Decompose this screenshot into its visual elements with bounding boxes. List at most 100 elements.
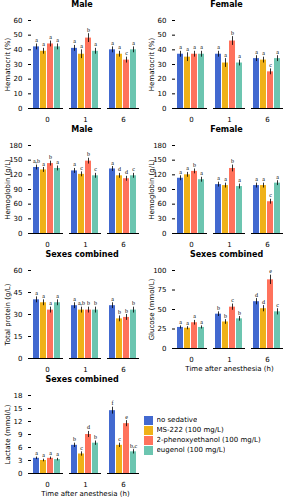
svg-text:c: c bbox=[125, 50, 128, 56]
svg-text:b: b bbox=[118, 309, 121, 315]
svg-text:0: 0 bbox=[162, 105, 166, 113]
svg-text:b: b bbox=[132, 300, 135, 306]
svg-text:b: b bbox=[193, 162, 196, 168]
svg-text:a: a bbox=[35, 290, 38, 296]
svg-text:Total protein (g/L): Total protein (g/L) bbox=[4, 283, 12, 346]
svg-text:1: 1 bbox=[83, 116, 87, 124]
svg-text:a: a bbox=[35, 450, 38, 456]
svg-text:Lactate (mmol/L): Lactate (mmol/L) bbox=[4, 404, 12, 464]
svg-text:1: 1 bbox=[227, 356, 231, 364]
svg-text:a: a bbox=[56, 159, 59, 165]
svg-text:c: c bbox=[80, 165, 83, 171]
svg-text:b: b bbox=[49, 154, 52, 160]
svg-text:15: 15 bbox=[14, 405, 23, 413]
svg-text:0: 0 bbox=[162, 345, 166, 353]
svg-text:a: a bbox=[200, 319, 203, 325]
svg-text:a: a bbox=[56, 293, 59, 299]
svg-text:a: a bbox=[255, 176, 258, 182]
svg-text:20: 20 bbox=[14, 75, 23, 83]
svg-text:Glucose (mmol/L): Glucose (mmol/L) bbox=[148, 278, 156, 340]
svg-text:a: a bbox=[56, 451, 59, 457]
svg-text:b: b bbox=[87, 300, 90, 306]
svg-text:a: a bbox=[49, 300, 52, 306]
svg-text:c: c bbox=[269, 192, 272, 198]
svg-text:a: a bbox=[276, 174, 279, 180]
svg-text:60: 60 bbox=[158, 200, 167, 208]
svg-text:a,b: a,b bbox=[78, 300, 85, 306]
svg-text:30: 30 bbox=[158, 215, 167, 223]
svg-text:a: a bbox=[49, 34, 52, 40]
svg-text:a: a bbox=[179, 319, 182, 325]
svg-text:6: 6 bbox=[265, 356, 270, 364]
svg-text:b: b bbox=[231, 158, 234, 164]
svg-text:a: a bbox=[224, 176, 227, 182]
svg-text:0: 0 bbox=[45, 366, 49, 374]
svg-text:a: a bbox=[111, 160, 114, 166]
svg-text:Hematocrit (%): Hematocrit (%) bbox=[148, 38, 156, 92]
svg-text:0: 0 bbox=[18, 355, 22, 363]
svg-text:60: 60 bbox=[158, 17, 167, 25]
svg-text:b: b bbox=[87, 27, 90, 33]
svg-text:a: a bbox=[80, 43, 83, 49]
svg-text:18: 18 bbox=[14, 392, 23, 400]
svg-text:a: a bbox=[193, 313, 196, 319]
svg-text:b: b bbox=[125, 308, 128, 314]
svg-text:Time after anesthesia (h): Time after anesthesia (h) bbox=[184, 365, 274, 373]
svg-text:0: 0 bbox=[45, 241, 49, 249]
svg-text:a: a bbox=[238, 53, 241, 59]
svg-text:d: d bbox=[262, 299, 265, 305]
svg-text:45: 45 bbox=[14, 289, 23, 297]
svg-text:1: 1 bbox=[83, 481, 87, 489]
svg-text:e: e bbox=[269, 268, 272, 274]
svg-text:1: 1 bbox=[227, 116, 231, 124]
svg-text:f: f bbox=[112, 400, 114, 406]
svg-text:0: 0 bbox=[162, 230, 166, 238]
svg-text:a: a bbox=[42, 161, 45, 167]
svg-text:6: 6 bbox=[121, 481, 126, 489]
svg-text:a: a bbox=[56, 37, 59, 43]
svg-text:a: a bbox=[111, 40, 114, 46]
svg-text:0: 0 bbox=[45, 116, 49, 124]
svg-text:6: 6 bbox=[121, 116, 126, 124]
svg-text:a: a bbox=[200, 170, 203, 176]
svg-text:b: b bbox=[217, 305, 220, 311]
svg-text:a: a bbox=[262, 50, 265, 56]
svg-text:a: a bbox=[217, 44, 220, 50]
svg-text:50: 50 bbox=[14, 31, 23, 39]
svg-text:a: a bbox=[35, 37, 38, 43]
svg-text:c: c bbox=[94, 166, 97, 172]
svg-text:30: 30 bbox=[158, 61, 167, 69]
svg-text:a: a bbox=[186, 165, 189, 171]
svg-text:0: 0 bbox=[18, 105, 22, 113]
svg-text:b: b bbox=[94, 300, 97, 306]
svg-text:180: 180 bbox=[9, 142, 22, 150]
svg-text:25: 25 bbox=[158, 325, 167, 333]
svg-text:10: 10 bbox=[158, 90, 167, 98]
svg-text:10: 10 bbox=[14, 90, 23, 98]
svg-text:b: b bbox=[94, 434, 97, 440]
svg-text:a: a bbox=[73, 38, 76, 44]
svg-text:c: c bbox=[231, 297, 234, 303]
svg-text:0: 0 bbox=[18, 230, 22, 238]
svg-text:Hemoglobin (g/L): Hemoglobin (g/L) bbox=[148, 159, 156, 220]
svg-text:30: 30 bbox=[14, 215, 23, 223]
svg-text:50: 50 bbox=[158, 306, 167, 314]
svg-text:1: 1 bbox=[83, 366, 87, 374]
svg-text:a: a bbox=[94, 41, 97, 47]
svg-text:1: 1 bbox=[227, 241, 231, 249]
svg-text:d: d bbox=[125, 169, 128, 175]
svg-text:a: a bbox=[73, 296, 76, 302]
svg-text:c: c bbox=[132, 166, 135, 172]
svg-text:90: 90 bbox=[14, 186, 23, 194]
svg-text:c: c bbox=[118, 436, 121, 442]
svg-text:a: a bbox=[193, 44, 196, 50]
svg-text:100: 100 bbox=[153, 267, 166, 275]
svg-text:0: 0 bbox=[45, 481, 49, 489]
svg-text:a: a bbox=[186, 320, 189, 326]
svg-text:a: a bbox=[179, 44, 182, 50]
svg-text:12: 12 bbox=[14, 418, 23, 426]
svg-text:a: a bbox=[42, 293, 45, 299]
svg-text:a: a bbox=[179, 169, 182, 175]
svg-text:15: 15 bbox=[14, 333, 23, 341]
svg-text:a: a bbox=[73, 161, 76, 167]
